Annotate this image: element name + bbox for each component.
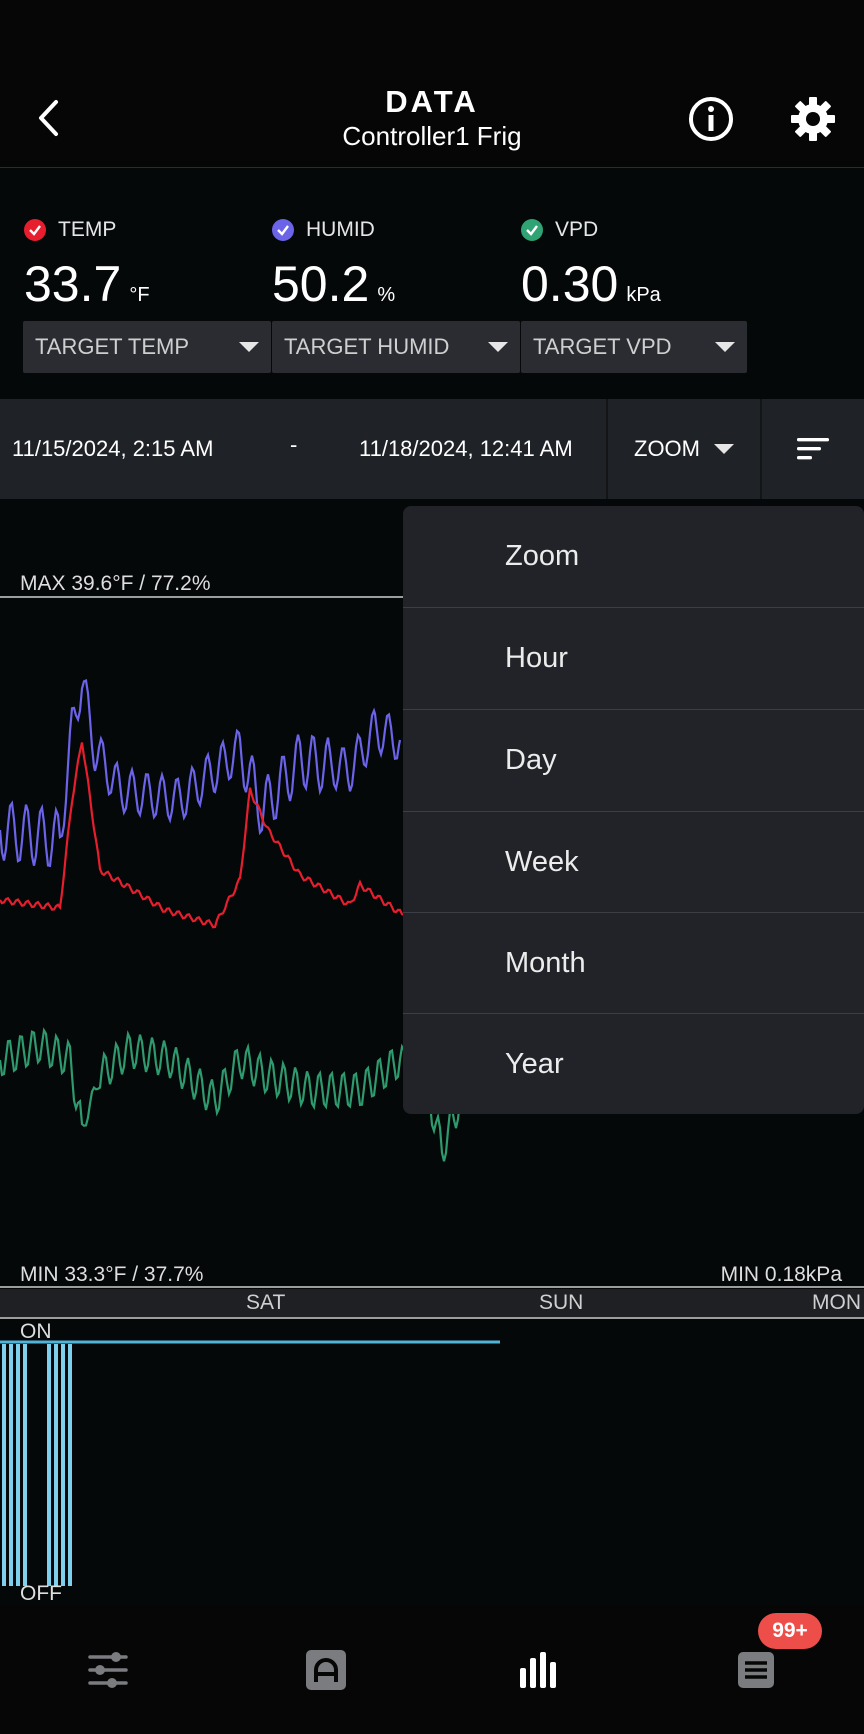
device-on-bar <box>68 1344 72 1586</box>
vpd-label: VPD <box>555 218 599 241</box>
automation-icon <box>306 1650 346 1690</box>
day-label: MON <box>812 1291 861 1314</box>
vpd-unit: kPa <box>626 284 661 306</box>
humid-value: 50.2 <box>272 256 370 312</box>
device-on-bar <box>16 1344 20 1586</box>
temp-series-line <box>0 742 404 929</box>
temp-value: 33.7 <box>24 256 122 312</box>
date-to[interactable]: 11/18/2024, 12:41 AM <box>359 436 573 461</box>
nav-automation[interactable] <box>296 1640 356 1700</box>
check-icon <box>24 219 46 241</box>
device-state-track <box>0 1340 500 1586</box>
menu-divider <box>403 1013 864 1014</box>
target-temp-label: TARGET TEMP <box>35 334 190 359</box>
log-icon <box>738 1652 774 1688</box>
vpd-value: 0.30 <box>521 256 619 312</box>
device-on-bar <box>61 1344 65 1586</box>
zoom-option-year[interactable]: Year <box>505 1048 564 1080</box>
date-from[interactable]: 11/15/2024, 2:15 AM <box>12 436 214 461</box>
humid-series-line <box>0 678 402 868</box>
check-icon <box>521 219 543 241</box>
header-divider <box>0 167 864 168</box>
back-button[interactable] <box>28 90 68 146</box>
target-vpd-dropdown[interactable]: TARGET VPD <box>521 321 747 373</box>
target-vpd-label: TARGET VPD <box>533 334 672 359</box>
zoom-menu: Zoom Hour Day Week Month Year <box>403 506 864 1114</box>
off-label: OFF <box>20 1582 62 1605</box>
humid-reading: HUMID 50.2% <box>272 215 395 345</box>
sort-lines-icon <box>797 438 829 460</box>
caret-down-icon <box>239 342 259 352</box>
temp-label: TEMP <box>58 218 117 241</box>
page-title: DATA <box>385 84 479 119</box>
zoom-label: ZOOM <box>634 436 700 461</box>
device-on-bar <box>54 1344 58 1586</box>
page-subtitle: Controller1 Frig <box>342 121 522 151</box>
day-label: SUN <box>539 1291 584 1314</box>
nav-data[interactable] <box>510 1640 570 1700</box>
nav-logs[interactable] <box>726 1640 786 1700</box>
humid-label: HUMID <box>306 218 375 241</box>
menu-divider <box>403 811 864 812</box>
target-humid-label: TARGET HUMID <box>284 334 450 359</box>
app-header <box>0 0 864 167</box>
zoom-option-week[interactable]: Week <box>505 846 579 878</box>
device-on-bar <box>23 1344 27 1586</box>
device-on-bar <box>2 1344 6 1586</box>
bottom-nav <box>0 1605 864 1734</box>
menu-divider <box>403 607 864 608</box>
divider <box>760 399 762 499</box>
zoom-option-zoom[interactable]: Zoom <box>505 540 580 572</box>
info-button[interactable] <box>686 94 736 144</box>
humid-unit: % <box>377 284 396 306</box>
notification-badge: 99+ <box>758 1613 822 1649</box>
device-on-bar <box>47 1344 51 1586</box>
menu-divider <box>403 709 864 710</box>
history-chart[interactable] <box>0 500 864 1600</box>
info-icon <box>689 97 733 141</box>
settings-button[interactable] <box>788 94 838 144</box>
on-label: ON <box>20 1320 52 1343</box>
caret-down-icon <box>715 342 735 352</box>
nav-controls[interactable] <box>78 1640 138 1700</box>
caret-down-icon <box>488 342 508 352</box>
sliders-icon <box>88 1652 128 1688</box>
vpd-reading: VPD 0.30 kPa <box>521 215 661 345</box>
day-axis <box>0 1289 864 1317</box>
menu-divider <box>403 912 864 913</box>
check-icon <box>272 219 294 241</box>
filter-button[interactable] <box>762 399 864 499</box>
date-separator: - <box>290 432 298 457</box>
min-vpd-label: MIN 0.18kPa <box>720 1263 842 1286</box>
zoom-dropdown[interactable]: ZOOM <box>608 399 760 499</box>
temp-unit: °F <box>129 284 150 306</box>
max-label: MAX 39.6°F / 77.2% <box>20 572 211 595</box>
bar-chart-icon <box>520 1652 556 1688</box>
gear-icon <box>791 97 835 141</box>
min-label: MIN 33.3°F / 37.7% <box>20 1263 204 1286</box>
divider <box>606 399 608 499</box>
chevron-left-icon <box>39 100 58 136</box>
temp-reading: TEMP 33.7 °F <box>24 215 150 345</box>
day-label: SAT <box>246 1291 286 1314</box>
target-temp-dropdown[interactable]: TARGET TEMP <box>23 321 271 373</box>
target-humid-dropdown[interactable]: TARGET HUMID <box>272 321 520 373</box>
vpd-series-line <box>0 1027 462 1162</box>
device-on-bar <box>9 1344 13 1586</box>
caret-down-icon <box>714 444 734 454</box>
zoom-option-day[interactable]: Day <box>505 744 557 776</box>
zoom-option-month[interactable]: Month <box>505 947 586 979</box>
zoom-option-hour[interactable]: Hour <box>505 642 568 674</box>
